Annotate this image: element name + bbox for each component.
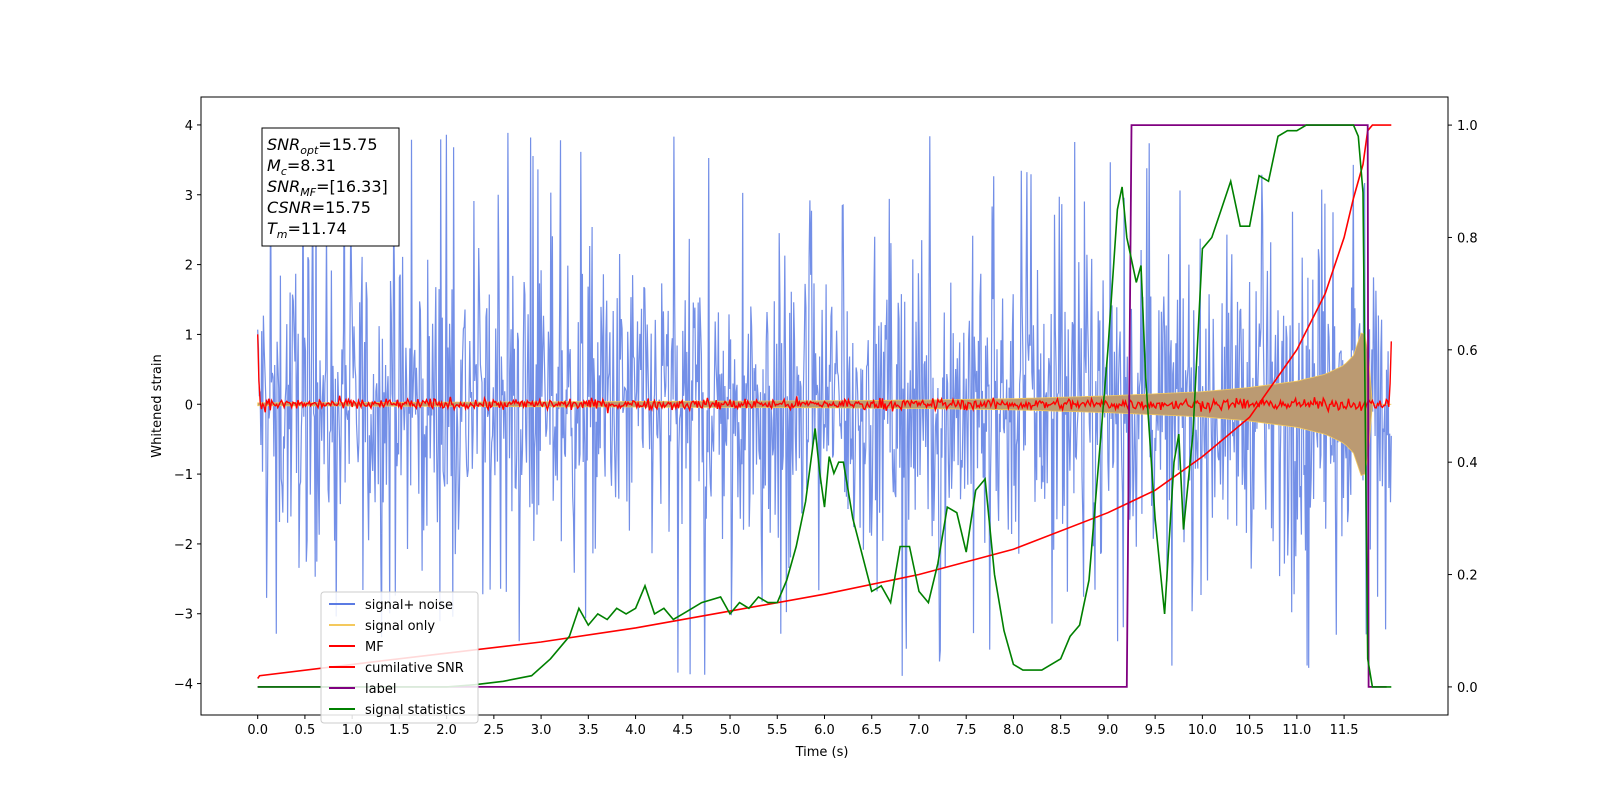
signal-statistics-line xyxy=(257,124,1392,688)
legend-label: signal only xyxy=(365,619,435,634)
legend-label: signal+ noise xyxy=(365,598,453,613)
y-tick-label: −4 xyxy=(174,678,193,693)
x-tick-label: 6.5 xyxy=(861,723,882,738)
annotation-box-frame xyxy=(261,127,400,247)
annotation-line: Mc=8.31 xyxy=(267,156,336,178)
y2-tick-label: 0.2 xyxy=(1457,569,1478,584)
y-tick-label: −3 xyxy=(174,608,193,623)
mf-line xyxy=(257,334,1392,414)
y-tick-label: −1 xyxy=(174,468,193,483)
x-tick-label: 5.0 xyxy=(720,723,741,738)
x-tick-label: 4.0 xyxy=(625,723,646,738)
x-tick-label: 5.5 xyxy=(767,723,788,738)
y-tick-label: 1 xyxy=(185,328,193,343)
y-tick-label: 2 xyxy=(185,259,193,274)
y2-tick-label: 0.0 xyxy=(1457,681,1478,696)
axis-ticks: 0.0 0.5 1.0 1.5 2.0 2.5 3.0 3.5 4.0 4.5 5.0 5.5 6.0 6… xyxy=(174,119,1478,738)
legend-frame xyxy=(320,591,479,724)
legend-label: label xyxy=(365,682,396,697)
x-tick-label: 4.5 xyxy=(672,723,693,738)
plot-area xyxy=(257,124,1392,688)
legend: signal+ noise signal only MF cumilative SNR… xyxy=(320,591,479,724)
y2-tick-label: 0.8 xyxy=(1457,231,1478,246)
x-tick-label: 11.5 xyxy=(1330,723,1359,738)
annotation-line: SNRMF=[16.33] xyxy=(267,177,388,199)
x-tick-label: 0.0 xyxy=(247,723,268,738)
x-tick-label: 9.5 xyxy=(1145,723,1166,738)
annotation-box: SNRopt=15.75Mc=8.31SNRMF=[16.33]CSNR=15.… xyxy=(261,127,400,247)
x-tick-label: 7.5 xyxy=(956,723,977,738)
y-axis-label: Whitened strain xyxy=(150,354,165,457)
x-tick-label: 0.5 xyxy=(295,723,316,738)
x-tick-label: 7.0 xyxy=(909,723,930,738)
y-tick-label: −2 xyxy=(174,538,193,553)
annotation-line: Tm=11.74 xyxy=(267,219,347,241)
x-tick-label: 2.5 xyxy=(484,723,505,738)
x-tick-label: 3.0 xyxy=(531,723,552,738)
x-tick-label: 10.5 xyxy=(1235,723,1264,738)
x-tick-label: 9.0 xyxy=(1098,723,1119,738)
y2-tick-label: 0.4 xyxy=(1457,456,1478,471)
x-tick-label: 6.0 xyxy=(814,723,835,738)
annotation-line: SNRopt=15.75 xyxy=(267,135,378,157)
y-tick-label: 3 xyxy=(185,189,193,204)
legend-label: MF xyxy=(365,640,384,655)
annotation-line: CSNR=15.75 xyxy=(267,198,371,217)
legend-label: cumilative SNR xyxy=(365,661,464,676)
y2-tick-label: 1.0 xyxy=(1457,119,1478,134)
x-tick-label: 8.0 xyxy=(1003,723,1024,738)
x-tick-label: 10.0 xyxy=(1188,723,1217,738)
y-tick-label: 4 xyxy=(185,119,193,134)
cumulative-snr-line xyxy=(257,124,1392,679)
x-tick-label: 1.0 xyxy=(342,723,363,738)
x-tick-label: 1.5 xyxy=(389,723,410,738)
x-tick-label: 8.5 xyxy=(1050,723,1071,738)
y2-tick-label: 0.6 xyxy=(1457,344,1478,359)
x-tick-label: 3.5 xyxy=(578,723,599,738)
x-tick-label: 2.0 xyxy=(436,723,457,738)
x-tick-label: 11.0 xyxy=(1282,723,1311,738)
y-tick-label: 0 xyxy=(185,398,193,413)
x-axis-label: Time (s) xyxy=(795,745,849,760)
legend-label: signal statistics xyxy=(365,703,466,718)
